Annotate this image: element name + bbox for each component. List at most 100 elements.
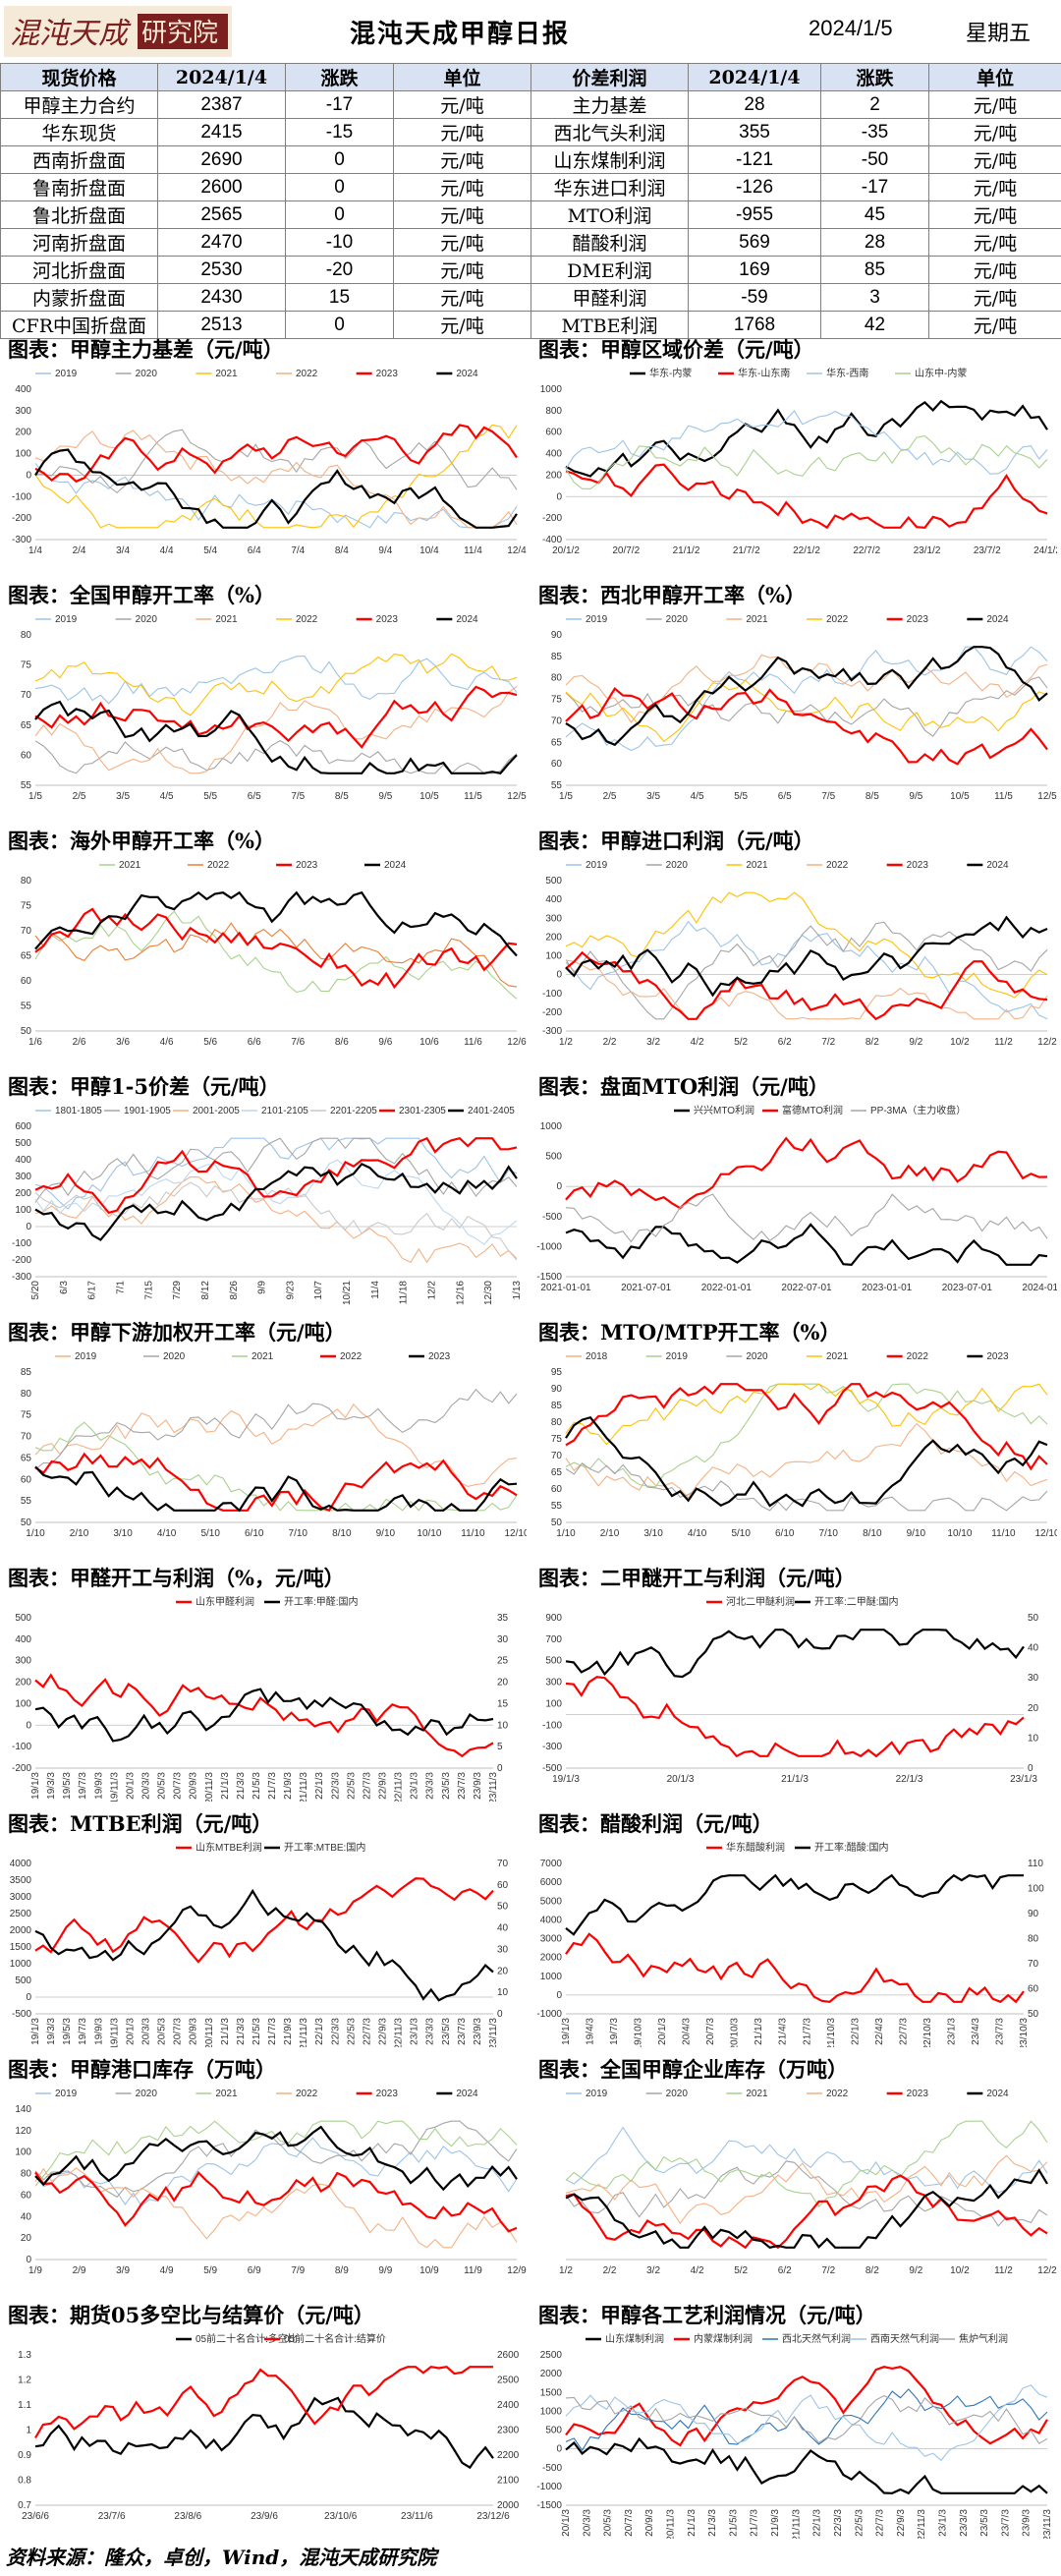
series-line	[565, 921, 1048, 1020]
table-cell: 西南折盘面	[0, 145, 158, 174]
legend-item: 2021	[726, 860, 768, 871]
legend-label: 2201-2205	[330, 1106, 377, 1116]
legend-label: 2022	[826, 2089, 849, 2099]
chart-svg: 2019 2020 2021 2022 2023 2024 55 60 65 70 75 80 1/5 2…	[21, 614, 527, 802]
series-line	[34, 1162, 518, 1241]
x-tick-label: 23/5/3	[979, 2509, 990, 2537]
legend-label: 2023	[376, 2089, 399, 2099]
x-tick-label: 2022-07-01	[781, 1283, 832, 1293]
x-tick-label: 23/7/3	[1000, 2509, 1011, 2537]
table-row: 西南折盘面 2690 0 元/吨 山东煤制利润 -121 -50 元/吨	[0, 145, 1061, 174]
table-header-row: 现货价格 2024/1/4 涨跌 单位 价差利润 2024/1/4 涨跌 单位	[0, 63, 1061, 91]
x-tick-label: 7/1	[115, 1281, 126, 1294]
table-cell: 2470	[157, 228, 286, 257]
y-tick-label: 1.2	[18, 2376, 31, 2386]
y2-tick-label: 10	[1028, 1733, 1039, 1744]
table-cell: 元/吨	[928, 228, 1061, 257]
y-tick-label: 20	[21, 2233, 32, 2244]
y-tick-label: 65	[21, 951, 32, 962]
legend-item: 2020	[645, 2089, 688, 2099]
table-cell: 42	[820, 311, 929, 339]
y-tick-label: 75	[21, 660, 32, 671]
x-tick-label: 4/5	[691, 791, 704, 802]
chart-svg: 兴兴MTO利润 富德MTO利润 PP-3MA（主力收盘） -1500 -1000 -500…	[536, 1104, 1057, 1293]
y-tick-label: 2000	[540, 2369, 563, 2379]
x-tick-label: 7/6	[291, 1037, 305, 1048]
x-tick-label: 10/2	[950, 2265, 970, 2276]
y-tick-label: 100	[15, 1698, 31, 1709]
chart-panel: 图表：甲醇进口利润（元/吨） 2019 2020 2021 2022 2023 2024 -3…	[530, 824, 1061, 1069]
header-cell: 2024/1/4	[157, 63, 286, 91]
x-tick-label: 21/4/3	[778, 2018, 789, 2045]
y-tick-label: 80	[21, 876, 32, 887]
x-tick-label: 5/10	[731, 1528, 751, 1539]
series-line	[565, 676, 1048, 737]
series-line	[565, 2126, 1048, 2194]
x-tick-label: 23/7/6	[98, 2511, 126, 2522]
x-tick-label: 19/5/3	[62, 2018, 73, 2045]
table-cell: 2415	[157, 118, 286, 146]
x-tick-label: 23/11/6	[401, 2511, 433, 2522]
legend-item: 西南天然气利润	[851, 2332, 939, 2345]
table-cell: -10	[285, 228, 394, 257]
legend-label: 2019	[55, 614, 78, 625]
series-line	[34, 686, 518, 774]
x-tick-label: 3/9	[116, 2265, 130, 2276]
legend-label: 2021	[826, 1351, 849, 1362]
x-tick-label: 8/4	[335, 545, 349, 556]
chart-svg: 1801-1805 1901-1905 2001-2005 2101-2105 2201…	[12, 1106, 523, 1305]
table-cell: 2530	[157, 256, 286, 284]
x-tick-label: 7/5	[821, 791, 835, 802]
legend-label: 2021	[746, 860, 768, 871]
series-line	[34, 739, 518, 774]
y-tick-label: 1500	[540, 2387, 563, 2398]
x-tick-label: 7/10	[289, 1528, 308, 1539]
x-tick-label: 23/1/3	[946, 2018, 957, 2045]
y2-tick-label: 60	[1028, 1984, 1039, 1995]
legend-item: 2022	[807, 2089, 849, 2099]
x-tick-label: 21/7/3	[267, 1772, 278, 1800]
series-line	[34, 656, 518, 705]
report-title: 混沌天成甲醇日报	[350, 20, 571, 49]
x-tick-label: 20/11/3	[666, 2509, 677, 2539]
x-tick-label: 1/4	[28, 545, 42, 556]
svg-text:混沌天成: 混沌天成	[10, 17, 132, 51]
series-line	[565, 2436, 1048, 2495]
x-tick-label: 2023-07-01	[942, 1283, 993, 1293]
legend-item: 山东MTBE利润	[176, 1841, 262, 1854]
chart-svg: 2019 2020 2021 2022 2023 2024 -300 -200 -100 0 100…	[542, 860, 1057, 1048]
series-line	[34, 685, 518, 749]
y2-tick-label: 2300	[497, 2426, 520, 2436]
legend-label: 2024	[456, 2089, 478, 2099]
legend-label: 西南天然气利润	[870, 2332, 939, 2345]
y-tick-label: -1500	[536, 1272, 562, 1283]
table-cell: -15	[285, 118, 394, 146]
x-tick-label: 21/7/3	[802, 2018, 812, 2045]
table-cell: 0	[285, 173, 394, 201]
table-cell: -17	[820, 173, 929, 201]
legend-item: 富德MTO利润	[762, 1104, 843, 1116]
x-tick-label: 22/7/3	[875, 2509, 886, 2537]
legend-item: 开工率:二甲醚:国内	[795, 1595, 899, 1608]
x-tick-label: 8/10	[863, 1528, 882, 1539]
legend-label: 2020	[666, 860, 689, 871]
x-tick-label: 23/5/3	[441, 1772, 452, 1800]
x-tick-label: 20/9/3	[644, 2509, 655, 2537]
legend-item: 2022	[188, 860, 230, 871]
x-tick-label: 4/6	[160, 1037, 174, 1048]
x-tick-label: 23/3/3	[425, 2018, 436, 2045]
legend-item: 2024	[364, 860, 407, 871]
y2-tick-label: 2500	[497, 2376, 520, 2386]
x-tick-label: 22/11/3	[917, 2509, 927, 2539]
legend-item: 华东醋酸利润	[706, 1841, 785, 1854]
legend-label: 2020	[136, 369, 158, 379]
legend-label: 2301-2305	[399, 1106, 446, 1116]
legend-item: 2023	[356, 614, 398, 625]
x-tick-label: 22/5/3	[854, 2509, 865, 2537]
header-cell: 涨跌	[285, 63, 394, 91]
x-tick-label: 19/9/3	[93, 1772, 104, 1800]
legend-label: 2020	[666, 614, 689, 625]
y2-tick-label: 20	[1028, 1703, 1039, 1714]
chart-panel: 图表：二甲醚开工与利润（元/吨） 河北二甲醚利润 开工率:二甲醚:国内 -500 -30…	[530, 1561, 1061, 1806]
table-cell: 华东现货	[0, 118, 158, 146]
